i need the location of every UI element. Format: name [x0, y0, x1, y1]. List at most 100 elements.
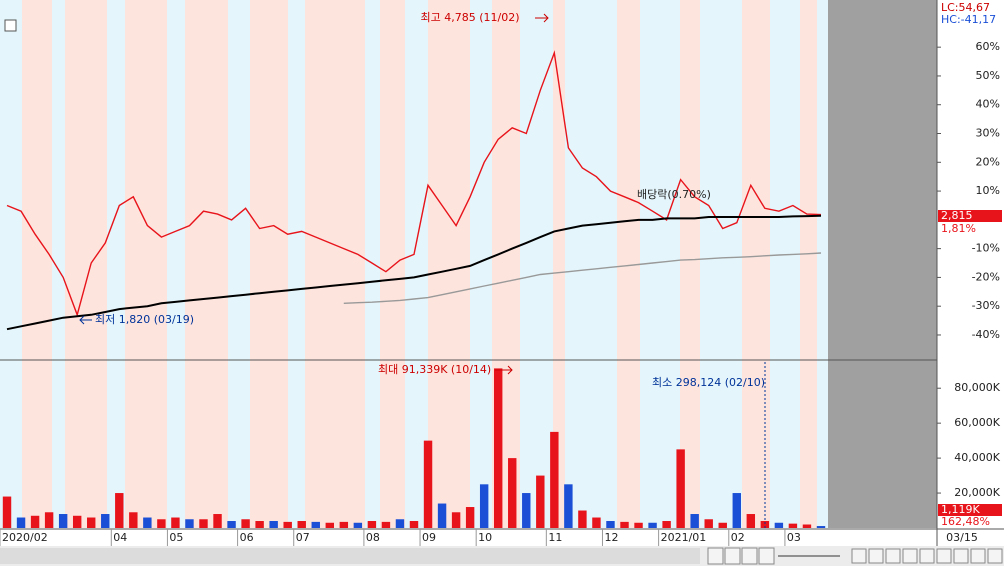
tool-button[interactable]: [970, 548, 986, 564]
x-tick-label: 2021/01: [661, 531, 707, 544]
stripe: [0, 0, 22, 528]
stripe: [520, 0, 553, 528]
stripe: [380, 0, 405, 528]
volume-bar: [115, 493, 124, 528]
annotation: 최고 4,785 (11/02): [420, 11, 519, 24]
menu-icon[interactable]: [4, 19, 17, 32]
tool-button[interactable]: [902, 548, 918, 564]
stripe: [22, 0, 52, 528]
volume-bar: [493, 368, 503, 528]
y-tick-label: 20,000K: [954, 486, 1000, 499]
y-tick-label: 40%: [976, 98, 1000, 111]
annotation: 최저 1,820 (03/19): [95, 313, 194, 326]
volume-bar: [606, 521, 615, 528]
volume-bar: [171, 517, 180, 528]
stripe: [185, 0, 228, 528]
annotation-arrow: [495, 365, 513, 375]
side-label: 1,81%: [941, 222, 976, 235]
tool-button[interactable]: [851, 548, 867, 564]
volume-bar: [732, 493, 741, 528]
stripe: [167, 0, 185, 528]
nav-button[interactable]: [741, 547, 758, 565]
volume-bar: [704, 519, 713, 528]
x-tick-label: 05: [169, 531, 183, 544]
volume-bar: [255, 521, 264, 528]
x-tick-label: 12: [604, 531, 618, 544]
volume-bar: [395, 519, 405, 528]
volume-bar: [592, 517, 601, 528]
x-tick-label: 2020/02: [2, 531, 48, 544]
tool-button[interactable]: [868, 548, 884, 564]
volume-bar: [662, 521, 671, 528]
volume-bar: [185, 519, 194, 528]
volume-bar: [802, 524, 812, 528]
tool-button[interactable]: [885, 548, 901, 564]
side-label: LC:54,67: [941, 1, 990, 14]
stripe: [125, 0, 167, 528]
stripe: [800, 0, 817, 528]
tool-button[interactable]: [919, 548, 935, 564]
stripe: [700, 0, 742, 528]
stripe: [680, 0, 700, 528]
date-label: 03/15: [946, 531, 978, 544]
volume-bar: [816, 526, 826, 528]
volume-bar: [437, 503, 447, 528]
volume-bar: [241, 519, 250, 528]
volume-bar: [634, 522, 643, 528]
volume-bar: [367, 521, 377, 528]
volume-bar: [2, 496, 12, 528]
y-tick-label: 60,000K: [954, 416, 1000, 429]
volume-bar: [550, 431, 559, 528]
y-tick-label: -40%: [972, 328, 1000, 341]
stripe: [250, 0, 288, 528]
tool-button[interactable]: [953, 548, 969, 564]
nav-button[interactable]: [758, 547, 775, 565]
tool-button[interactable]: [936, 548, 952, 564]
price-line: [6, 50, 822, 318]
stripe: [742, 0, 770, 528]
volume-bar: [423, 440, 433, 528]
side-label: HC:-41,17: [941, 13, 996, 26]
stripe: [52, 0, 65, 528]
annotation-arrow: [79, 315, 92, 325]
y-tick-label: 40,000K: [954, 451, 1000, 464]
volume-bar: [718, 522, 727, 528]
scrollbar: [0, 548, 700, 564]
y-tick-label: 50%: [976, 69, 1000, 82]
stripe: [288, 0, 305, 528]
y-tick-label: -20%: [972, 270, 1000, 283]
nav-button[interactable]: [724, 547, 741, 565]
stripe: [228, 0, 250, 528]
volume-bar: [44, 512, 54, 528]
volume-bar: [227, 521, 236, 528]
stripe: [65, 0, 107, 528]
volume-bar: [72, 515, 82, 528]
stripe: [405, 0, 428, 528]
x-tick-label: 02: [731, 531, 745, 544]
volume-bar: [58, 514, 68, 528]
x-tick-label: 03: [787, 531, 801, 544]
volume-bar: [381, 521, 391, 528]
y-tick-label: 30%: [976, 127, 1000, 140]
volume-bar: [353, 522, 363, 528]
price-line: [6, 214, 822, 331]
volume-bar: [451, 512, 461, 528]
tool-button[interactable]: [987, 548, 1003, 564]
volume-bar: [690, 514, 699, 528]
volume-bar: [578, 510, 587, 528]
volume-bar: [774, 522, 784, 528]
x-tick-label: 11: [548, 531, 562, 544]
volume-bar: [129, 512, 138, 528]
volume-bar: [297, 521, 306, 528]
side-label: 162,48%: [941, 515, 990, 528]
volume-box: [938, 504, 1002, 516]
price-box: [938, 210, 1002, 222]
volume-bar: [648, 522, 657, 528]
empty-area: [828, 0, 937, 528]
stripe: [428, 0, 470, 528]
volume-bar: [283, 521, 292, 528]
volume-bar: [760, 521, 770, 528]
nav-button[interactable]: [707, 547, 724, 565]
stripe: [305, 0, 365, 528]
volume-bar: [311, 521, 320, 528]
